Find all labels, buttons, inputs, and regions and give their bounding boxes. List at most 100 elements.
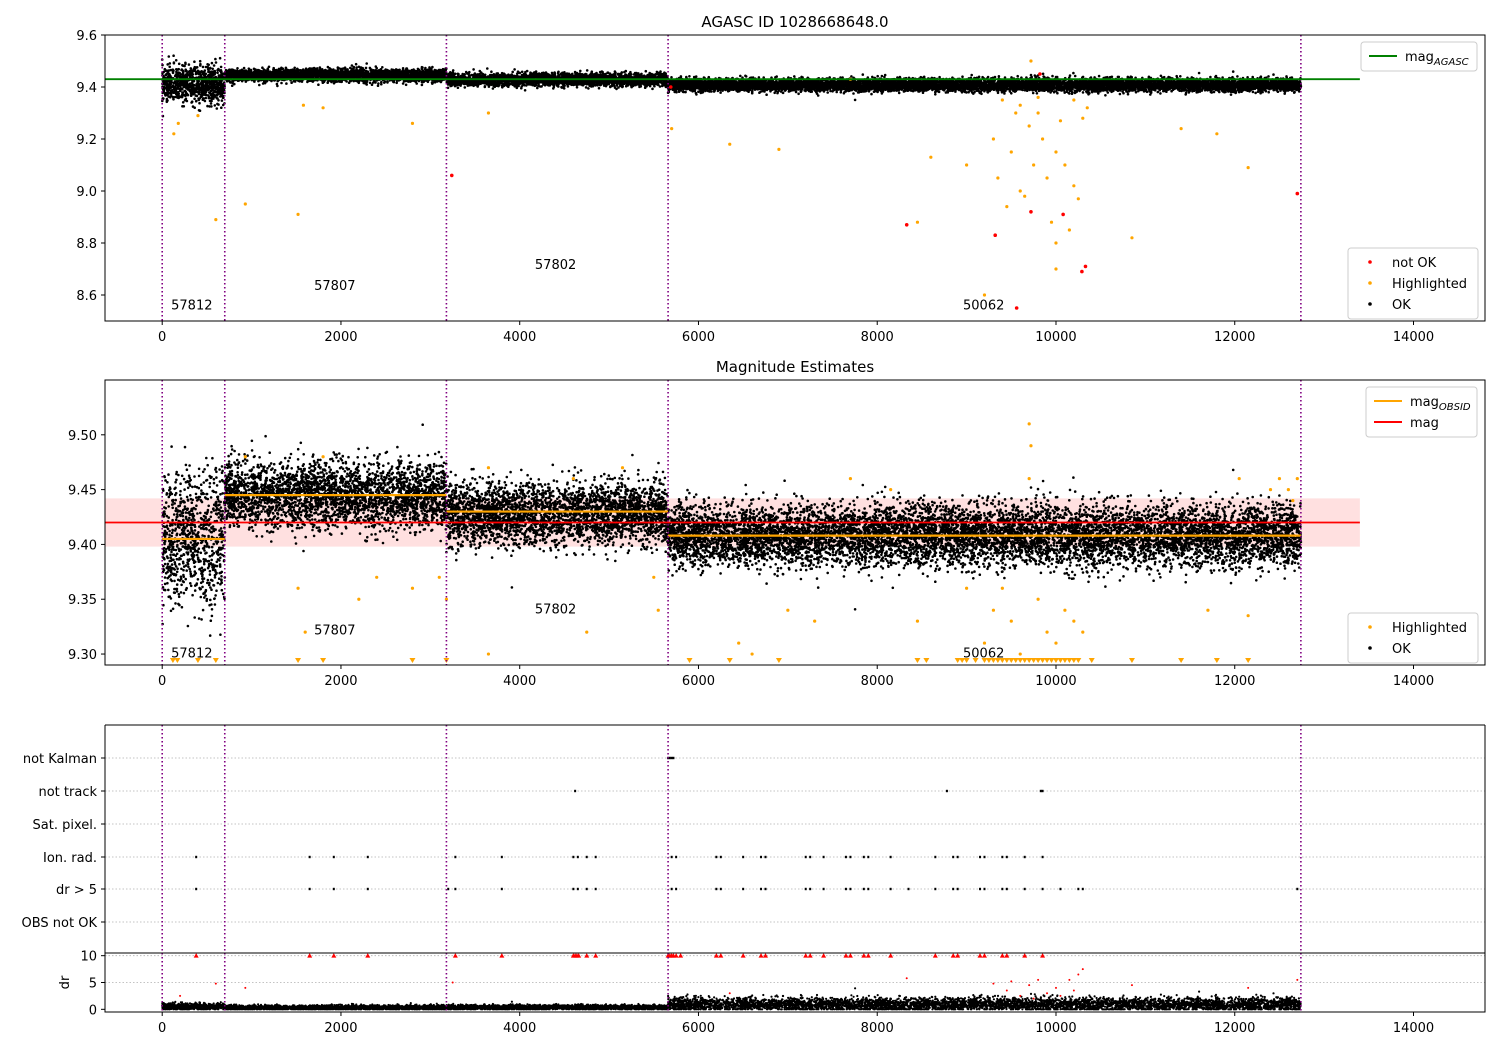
out-of-range-marker	[994, 658, 1001, 663]
highlighted-point	[296, 212, 300, 216]
out-of-range-marker	[981, 658, 988, 663]
x-tick-label: 6000	[682, 674, 715, 689]
highlighted-point	[1049, 220, 1054, 224]
highlighted-point	[196, 114, 200, 118]
flag-marker	[1001, 855, 1004, 859]
highlighted-point	[1054, 241, 1058, 245]
flag-marker	[454, 887, 457, 891]
flag-marker	[867, 887, 870, 891]
flag-marker	[934, 887, 937, 891]
out-of-range-marker	[1048, 658, 1055, 663]
flag-marker	[760, 855, 763, 859]
dr-capped-marker	[999, 953, 1005, 958]
highlighted-point	[321, 455, 325, 459]
flag-marker	[867, 855, 870, 859]
flag-marker	[454, 855, 457, 859]
highlighted-point	[848, 477, 853, 481]
dr-capped-marker	[955, 953, 961, 958]
flag-marker	[675, 855, 678, 859]
out-of-range-marker	[1012, 658, 1019, 663]
highlighted-point	[1286, 488, 1290, 492]
flag-row-label: dr > 5	[56, 883, 97, 898]
ok-points	[160, 54, 1303, 118]
x-tick-label: 12000	[1214, 330, 1255, 345]
out-of-range-marker	[1017, 658, 1024, 663]
dr-capped-marker	[977, 953, 983, 958]
dr-outlier-point	[1296, 978, 1299, 981]
highlighted-point	[1000, 98, 1004, 102]
highlighted-point	[1005, 205, 1009, 209]
out-of-range-marker	[1061, 658, 1068, 663]
highlighted-point	[303, 630, 307, 634]
flag-marker	[979, 887, 982, 891]
y-tick-label: 9.0	[76, 185, 97, 200]
legend-label: magAGASC	[1405, 50, 1469, 68]
dr-outlier-point	[1068, 978, 1071, 981]
highlighted-point	[737, 641, 741, 645]
flag-row-label: not track	[38, 785, 97, 800]
highlighted-point	[1295, 477, 1299, 481]
legend-label: OK	[1392, 298, 1411, 313]
x-tick-label: 2000	[324, 1021, 357, 1036]
highlighted-point	[750, 652, 754, 656]
dr-ok-points	[161, 987, 1302, 1011]
legend-dot-swatch	[1368, 260, 1372, 264]
dr-capped-marker	[888, 953, 894, 958]
y-tick-label: 0	[89, 1003, 97, 1018]
highlighted-point	[670, 127, 674, 131]
highlighted-point	[1058, 119, 1063, 123]
highlighted-point	[1063, 608, 1067, 612]
x-tick-label: 6000	[682, 1021, 715, 1036]
highlighted-point	[1081, 630, 1085, 634]
highlighted-point	[620, 466, 625, 470]
dr-capped-marker	[678, 953, 684, 958]
flag-marker	[862, 855, 865, 859]
flag-marker	[952, 887, 955, 891]
y-axis-label: dr	[58, 975, 73, 989]
flag-row-label: OBS not OK	[22, 916, 98, 931]
axes-frame	[104, 34, 1486, 322]
highlighted-point	[1036, 111, 1040, 115]
highlighted-point	[357, 597, 361, 601]
y-tick-label: 5	[89, 977, 97, 992]
out-of-range-marker	[1008, 658, 1015, 663]
out-of-range-marker	[954, 658, 961, 663]
highlighted-point	[1072, 619, 1076, 623]
dr-capped-marker	[673, 953, 679, 958]
flag-marker	[952, 855, 955, 859]
x-tick-label: 14000	[1393, 674, 1434, 689]
out-of-range-marker	[1066, 658, 1073, 663]
out-of-range-marker	[1178, 658, 1185, 663]
highlighted-point	[991, 137, 996, 141]
highlighted-point	[1018, 652, 1022, 656]
x-tick-label: 2000	[324, 674, 357, 689]
flag-marker	[1001, 887, 1004, 891]
dr-capped-marker	[1022, 953, 1028, 958]
obsid-label: 57802	[535, 602, 576, 617]
highlighted-point	[301, 103, 306, 107]
flag-marker	[844, 887, 847, 891]
axes-frame	[104, 379, 1486, 666]
highlighted-point	[1206, 608, 1210, 612]
flag-marker	[447, 887, 450, 891]
x-tick-label: 2000	[324, 330, 357, 345]
highlighted-point	[728, 142, 732, 146]
dr-capped-marker	[1004, 953, 1010, 958]
flag-marker	[585, 887, 588, 891]
dr-capped-marker	[576, 953, 582, 958]
flag-marker	[849, 887, 852, 891]
legend-dot-swatch	[1368, 625, 1372, 629]
highlighted-point	[1040, 137, 1045, 141]
out-of-range-marker	[999, 658, 1006, 663]
not-ok-point	[1295, 191, 1300, 196]
flag-marker	[804, 887, 807, 891]
out-of-range-marker	[972, 658, 979, 663]
not-ok-point	[668, 85, 673, 89]
dr-outlier-point	[244, 986, 247, 989]
highlighted-point	[996, 176, 1000, 180]
dr-capped-marker	[981, 953, 987, 958]
x-tick-label: 12000	[1214, 1021, 1255, 1036]
flag-marker	[764, 855, 767, 859]
legend	[1347, 247, 1479, 320]
dr-capped-marker	[718, 953, 724, 958]
